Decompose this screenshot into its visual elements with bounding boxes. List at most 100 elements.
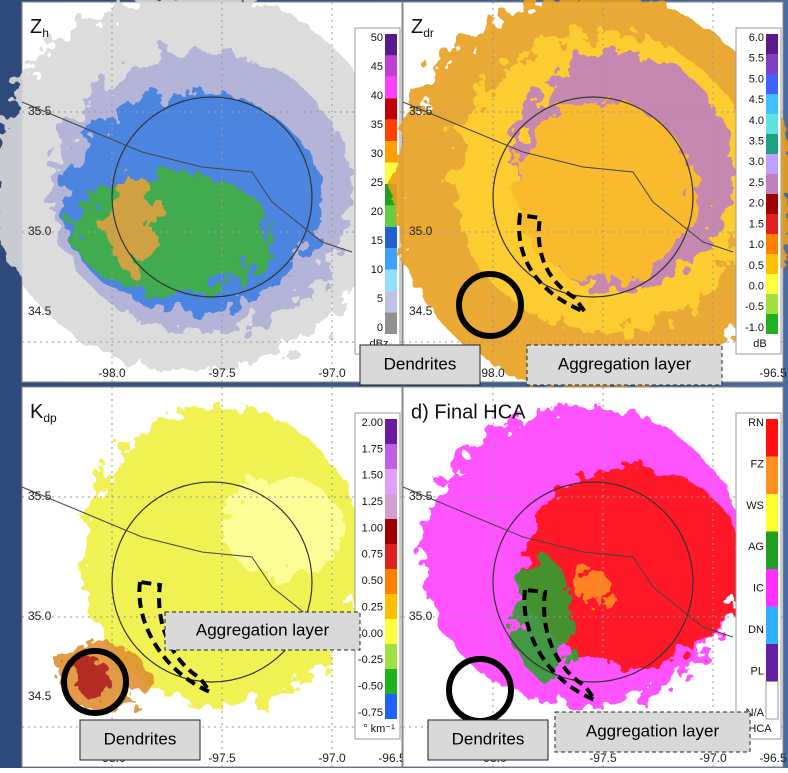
- colorbar-swatch: [766, 532, 778, 570]
- colorbar-label: IC: [753, 583, 764, 595]
- colorbar-label: 40: [371, 90, 383, 102]
- colorbar-swatch: [766, 214, 778, 234]
- colorbar-label: 4.5: [749, 94, 764, 106]
- colorbar-swatch: [385, 141, 397, 162]
- colorbar-label: 2.5: [749, 177, 764, 189]
- lat-label: 35.0: [409, 609, 433, 623]
- colorbar-label: 5.5: [749, 53, 764, 65]
- colorbar-swatch: [766, 419, 778, 457]
- colorbar-label: WS: [746, 500, 764, 512]
- echo: [575, 569, 611, 605]
- colorbar-label: 5.0: [749, 73, 764, 85]
- lat-label: 35.0: [28, 609, 52, 623]
- lon-label: -97.5: [589, 751, 617, 765]
- colorbar-unit: dB: [753, 338, 766, 350]
- colorbar-label: 5: [377, 293, 383, 305]
- lat-label: 34.5: [409, 304, 433, 318]
- lat-label: 35.5: [28, 489, 52, 503]
- colorbar-label: 2.00: [362, 417, 383, 429]
- lat-label: 35.5: [409, 104, 433, 118]
- colorbar-swatch: [385, 444, 397, 469]
- colorbar-label: 1.50: [362, 470, 383, 482]
- colorbar-unit: HCA: [748, 723, 772, 735]
- colorbar-swatch: [385, 419, 397, 444]
- colorbar-label: 0.0: [749, 280, 764, 292]
- colorbar-unit: ° km⁻¹: [363, 723, 395, 735]
- lon-label: -97.0: [699, 751, 727, 765]
- colorbar-swatch: [766, 194, 778, 214]
- colorbar-swatch: [766, 314, 778, 334]
- panel: Zdr35.535.034.598.0-96.56.05.55.04.54.03…: [393, 0, 788, 392]
- colorbar-label: 1.0: [749, 239, 764, 251]
- colorbar-label: 0.75: [362, 549, 383, 561]
- colorbar-swatch: [385, 227, 397, 248]
- colorbar-label: 1.75: [362, 443, 383, 455]
- colorbar-label: 0.25: [362, 601, 383, 613]
- colorbar-swatch: [766, 94, 778, 114]
- colorbar-label: 45: [371, 61, 383, 73]
- colorbar-swatch: [766, 34, 778, 54]
- title-main: Z: [411, 16, 423, 38]
- colorbar-swatch: [766, 54, 778, 74]
- colorbar-swatch: [385, 669, 397, 694]
- colorbar-label: 35: [371, 119, 383, 131]
- lon-label: -97.0: [318, 366, 346, 380]
- figure: Zh35.535.034.5-98.0-97.5-97.050454035302…: [0, 0, 788, 768]
- colorbar-label: 0.5: [749, 260, 764, 272]
- echo: [222, 477, 342, 577]
- colorbar-swatch: [766, 154, 778, 174]
- lat-label: 35.5: [28, 104, 52, 118]
- colorbar-swatch: [766, 134, 778, 154]
- colorbar-label: 0.00: [362, 628, 383, 640]
- colorbar-label: 4.0: [749, 115, 764, 127]
- colorbar-swatch: [385, 594, 397, 619]
- panel: d) Final HCA35.535.0-98.0-97.5-97.0-96.5…: [403, 387, 787, 767]
- radar-map: [393, 0, 788, 392]
- colorbar-label: 30: [371, 148, 383, 160]
- colorbar-swatch: [766, 294, 778, 314]
- colorbar-swatch: [385, 569, 397, 594]
- colorbar-swatch: [766, 274, 778, 294]
- colorbar-swatch: [385, 270, 397, 291]
- colorbar-swatch: [766, 234, 778, 254]
- colorbar-swatch: [766, 494, 778, 532]
- colorbar-label: 1.25: [362, 496, 383, 508]
- annotation-label: Dendrites: [452, 729, 525, 748]
- colorbar-label: 6.0: [749, 32, 764, 44]
- colorbar-label: -0.25: [358, 654, 383, 666]
- colorbar-swatch: [385, 619, 397, 644]
- colorbar-label: FZ: [751, 458, 765, 470]
- colorbar-label: PL: [751, 665, 764, 677]
- radar-map: [0, 0, 392, 372]
- colorbar-swatch: [385, 55, 397, 76]
- colorbar-label: -0.50: [358, 681, 383, 693]
- colorbar-label: 50: [371, 32, 383, 44]
- colorbar-swatch: [385, 469, 397, 494]
- colorbar-swatch: [385, 248, 397, 269]
- lon-label: -97.0: [318, 751, 346, 765]
- panel-title: d) Final HCA: [411, 401, 526, 423]
- lat-label: 35.5: [409, 489, 433, 503]
- colorbar-label: -1.0: [745, 322, 764, 334]
- colorbar-label: 0.50: [362, 575, 383, 587]
- colorbar-label: 1.5: [749, 218, 764, 230]
- colorbar-swatch: [766, 74, 778, 94]
- colorbar-swatch: [385, 34, 397, 55]
- colorbar-swatch: [385, 544, 397, 569]
- colorbar-swatch: [385, 644, 397, 669]
- annotation-label: Aggregation layer: [558, 354, 692, 373]
- colorbar-swatch: [385, 694, 397, 719]
- lon-label: -98.0: [98, 366, 126, 380]
- lon-label: 98.0: [481, 366, 505, 380]
- colorbar-swatch: [766, 607, 778, 645]
- colorbar-swatch: [385, 291, 397, 312]
- colorbar-label: 10: [371, 264, 383, 276]
- annotation-label: Aggregation layer: [196, 620, 330, 639]
- colorbar-label: -0.5: [745, 301, 764, 313]
- colorbar-swatch: [385, 77, 397, 98]
- colorbar-label: 15: [371, 235, 383, 247]
- annotation-label: Dendrites: [384, 354, 457, 373]
- colorbar-label: 0: [377, 322, 383, 334]
- colorbar-swatch: [766, 457, 778, 495]
- colorbar-swatch: [766, 114, 778, 134]
